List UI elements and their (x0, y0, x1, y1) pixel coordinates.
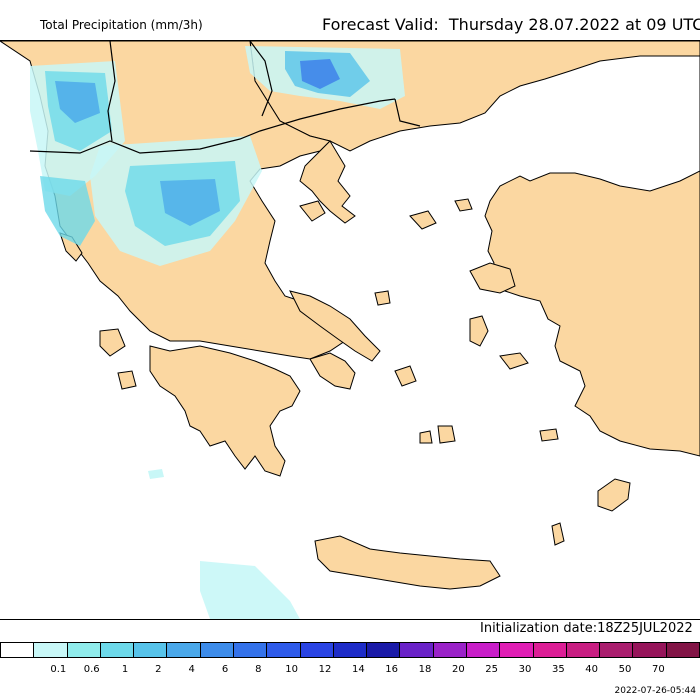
colorbar-tick-label: 35 (551, 664, 565, 675)
colorbar-tick-label: 30 (518, 664, 532, 675)
border-bulgaria (249, 41, 273, 117)
karpathos (551, 522, 565, 546)
peloponnese (149, 345, 301, 477)
product-title: Total Precipitation (mm/3h) (40, 18, 203, 32)
zakynthos (117, 370, 137, 390)
colorbar-tick-label: 6 (221, 664, 229, 675)
colorbar-swatch (633, 643, 667, 657)
map-panel (0, 40, 700, 620)
colorbar-tick-label: 1 (121, 664, 129, 675)
lesvos (469, 262, 516, 294)
colorbar-tick-label: 2 (155, 664, 162, 675)
kos (539, 428, 559, 442)
precip-heavy-north (300, 59, 340, 89)
andros (394, 365, 417, 387)
skyros (374, 290, 391, 306)
crete (314, 535, 501, 590)
initialization-date: Initialization date:18Z25JUL2022 (480, 621, 693, 636)
colorbar-tick-labels: 0.1 0.6 1 2 4 6 8 10 12 14 16 18 20 25 30 35 40 50 70 (0, 664, 700, 680)
euboea (289, 290, 381, 362)
precipitation-layer (30, 46, 405, 619)
colorbar-tick-label: 20 (451, 664, 465, 675)
rhodes (597, 478, 631, 512)
colorbar-swatch (433, 643, 467, 657)
colorbar-tick-label: 14 (351, 664, 365, 675)
colorbar-swatch (67, 643, 101, 657)
precip-epirus (40, 176, 95, 246)
colorbar-swatch (1, 643, 35, 657)
colorbar-swatch (200, 643, 234, 657)
colorbar-swatch (566, 643, 601, 657)
colorbar-tick-label: 70 (651, 664, 665, 675)
header: Total Precipitation (mm/3h) Forecast Val… (0, 0, 700, 40)
attica (309, 352, 356, 390)
colorbar-swatch (500, 643, 534, 657)
samos (499, 352, 529, 370)
colorbar-swatch (34, 643, 68, 657)
colorbar-swatch (333, 643, 368, 657)
precip-sea-southwest (200, 561, 300, 619)
precip-heavy-central (160, 179, 220, 226)
colorbar-tick-label: 25 (485, 664, 499, 675)
colorbar-tick-label: 8 (255, 664, 262, 675)
colorbar-swatch (466, 643, 501, 657)
border-layer (29, 41, 421, 154)
colorbar-swatch (600, 643, 634, 657)
samothraki (454, 198, 473, 212)
colorbar-tick-label: 4 (188, 664, 195, 675)
naxos (437, 425, 456, 444)
generation-timestamp: 2022-07-26-05:44 (614, 686, 697, 696)
chios (469, 315, 489, 347)
colorbar-swatch (666, 643, 699, 657)
colorbar-tick-label: 0.6 (83, 664, 100, 675)
colorbar-swatch (400, 643, 434, 657)
paros (419, 430, 433, 444)
colorbar-tick-label: 12 (318, 664, 332, 675)
colorbar-swatch (267, 643, 301, 657)
colorbar-tick-label: 18 (418, 664, 432, 675)
kefalonia (99, 328, 126, 357)
colorbar-swatch (167, 643, 201, 657)
chalkidiki (299, 140, 356, 224)
colorbar-swatch (233, 643, 268, 657)
colorbar-tick-label: 0.1 (50, 664, 67, 675)
colorbar-swatch (100, 643, 135, 657)
colorbar-tick-label: 50 (618, 664, 632, 675)
precip-heavy-west (55, 81, 100, 123)
forecast-valid-time: Forecast Valid: Thursday 28.07.2022 at 0… (322, 15, 700, 34)
colorbar-swatch (134, 643, 168, 657)
colorbar-tick-label: 10 (285, 664, 299, 675)
precip-sea-speck (148, 469, 164, 479)
colorbar-swatch (300, 643, 334, 657)
colorbar-swatch (533, 643, 567, 657)
colorbar-tick-label: 40 (585, 664, 599, 675)
colorbar-tick-label: 16 (385, 664, 399, 675)
lemnos (409, 210, 437, 230)
border-turkey (394, 98, 421, 127)
precipitation-colorbar (0, 642, 700, 658)
thasos (299, 200, 326, 222)
border-north-greece (29, 98, 396, 154)
colorbar-swatch (367, 643, 401, 657)
greece-map (0, 41, 700, 619)
border-albania-macedonia (107, 41, 116, 142)
